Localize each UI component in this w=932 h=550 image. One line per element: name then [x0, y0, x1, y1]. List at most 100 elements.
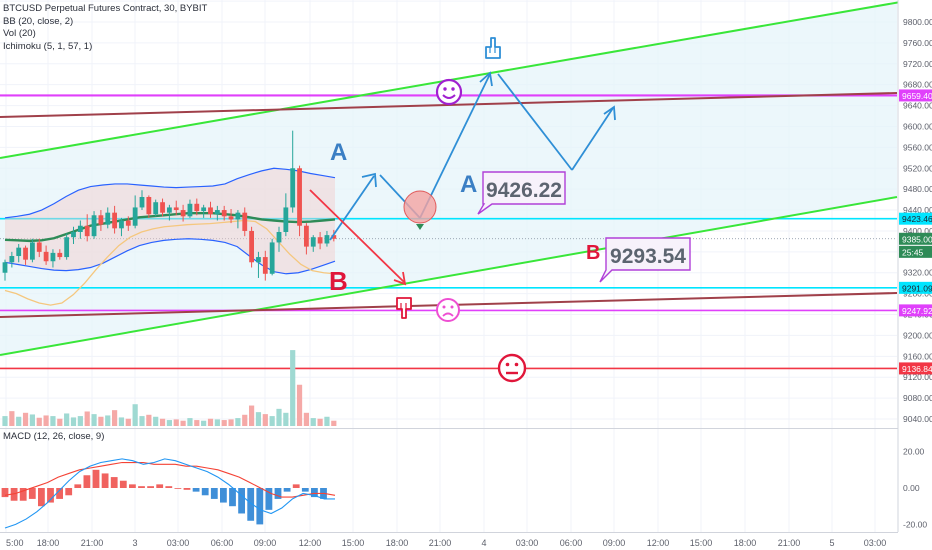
- label-b-left: B: [329, 266, 348, 296]
- time-tick-17: 18:00: [734, 538, 757, 548]
- volume-bar-21: [146, 414, 152, 426]
- macd-hist-15: [138, 486, 145, 488]
- macd-hist-17: [156, 484, 164, 488]
- macd-hist-23: [210, 488, 218, 499]
- volume-bar-27: [187, 418, 193, 426]
- time-tick-9: 18:00: [386, 538, 409, 548]
- volume-bar-47: [324, 416, 330, 426]
- candle-body-20: [139, 196, 145, 208]
- arrow-a-up-1: [329, 175, 375, 241]
- price-tag-bg-level_9291: [899, 281, 932, 294]
- volume-bar-25: [173, 419, 179, 426]
- price-tick-2: 9120.00: [903, 372, 932, 382]
- candle-body-30: [208, 207, 213, 215]
- price-tick-17: 9720.00: [903, 59, 932, 69]
- candle-body-12: [84, 225, 90, 237]
- price-tag-bg-level_9136: [899, 362, 932, 375]
- volume-bar-11: [77, 416, 83, 426]
- candle-body-9: [64, 237, 70, 258]
- macd-hist-2: [19, 488, 27, 501]
- target-b-callout[interactable]: 9293.54: [599, 237, 691, 283]
- macd-tick-0: 20.00: [903, 447, 925, 457]
- volume-bars: [2, 350, 337, 426]
- target-a-callout[interactable]: 9426.22: [477, 171, 566, 215]
- price-tick-19: 9800.00: [903, 17, 932, 27]
- macd-legend[interactable]: MACD (12, 26, close, 9): [3, 431, 105, 442]
- price-tick-15: 9640.00: [903, 101, 932, 111]
- macd-hist-10: [92, 469, 100, 488]
- candle-body-26: [180, 210, 186, 217]
- volume-bar-36: [249, 405, 255, 426]
- candle-body-19: [132, 207, 138, 226]
- candle-body-11: [77, 225, 83, 232]
- time-tick-16: 15:00: [690, 538, 713, 548]
- candle-body-38: [262, 257, 268, 274]
- analysis-drawings: [309, 71, 616, 286]
- volume-bar-1: [9, 411, 15, 426]
- volume-bar-13: [91, 414, 97, 426]
- candle-body-44: [304, 225, 309, 247]
- candle-body-5: [36, 242, 42, 252]
- candle-body-29: [201, 207, 207, 212]
- candle-body-17: [119, 220, 124, 229]
- candle-body-46: [317, 237, 323, 244]
- candle-body-3: [23, 247, 28, 260]
- arrow-a-up-3-head: [603, 105, 616, 121]
- price-tag-level_9659: 9659.40: [902, 91, 932, 101]
- volume-bar-2: [16, 416, 22, 426]
- candle-body-41: [283, 207, 289, 232]
- annotation-labels: A A B B 9426.22 9293.54: [329, 37, 691, 383]
- volume-bar-7: [50, 416, 56, 426]
- macd-hist-5: [47, 488, 54, 503]
- price-axis[interactable]: 9040.009080.009120.009160.009200.009240.…: [897, 0, 932, 550]
- volume-bar-5: [36, 417, 42, 426]
- volume-bar-24: [166, 420, 172, 426]
- price-tag-current_price: 9385.00: [902, 234, 932, 244]
- macd-tick-1: 0.00: [903, 483, 920, 493]
- volume-bar-19: [132, 404, 138, 426]
- time-tick-3: 3: [132, 538, 137, 548]
- macd-hist-32: [292, 484, 300, 488]
- time-tick-7: 12:00: [299, 538, 322, 548]
- volume-bar-4: [29, 414, 35, 426]
- candle-body-35: [242, 212, 248, 231]
- small-arrow-marker: [416, 224, 424, 230]
- price-tick-4: 9200.00: [903, 330, 932, 340]
- price-tick-18: 9760.00: [903, 38, 932, 48]
- macd-hist-0: [1, 488, 9, 498]
- volume-bar-15: [105, 415, 111, 426]
- price-tick-16: 9680.00: [903, 80, 932, 90]
- volume-bar-41: [283, 412, 289, 426]
- price-tick-3: 9160.00: [903, 351, 932, 361]
- volume-bar-32: [221, 420, 227, 426]
- candle-body-27: [187, 203, 193, 217]
- volume-bar-14: [98, 416, 104, 426]
- price-tick-1: 9080.00: [903, 393, 932, 403]
- time-tick-0: 5:00: [6, 538, 24, 548]
- time-tick-1: 18:00: [37, 538, 60, 548]
- macd-hist-13: [119, 480, 127, 488]
- macd-hist-16: [147, 486, 154, 488]
- volume-bar-43: [296, 384, 303, 426]
- candle-body-25: [173, 207, 179, 211]
- upper-green-trendline: [0, 0, 913, 159]
- price-tag-level_9136: 9136.84: [902, 364, 932, 374]
- candle-body-16: [112, 212, 117, 229]
- candle-body-8: [57, 252, 63, 258]
- macd-hist-11: [101, 473, 109, 488]
- candle-body-22: [153, 202, 159, 215]
- candle-body-36: [249, 230, 254, 263]
- candle-body-45: [310, 237, 316, 247]
- price-tag-bg-current_price: [899, 232, 932, 245]
- price-tag-level_9423: 9423.46: [902, 214, 932, 224]
- bb-upper-line: [4, 167, 336, 219]
- price-tick-11: 9480.00: [903, 184, 932, 194]
- macd-hist-25: [229, 488, 236, 507]
- macd-line: [4, 458, 335, 529]
- target-a-value: 9426.22: [486, 179, 562, 202]
- volume-bar-48: [331, 420, 337, 426]
- volume-bar-18: [125, 418, 131, 426]
- candle-body-14: [98, 215, 104, 225]
- time-axis[interactable]: 5:00 18:00 21:00 3 03:00 06:00 09:00 12:00 15:00…: [0, 532, 898, 549]
